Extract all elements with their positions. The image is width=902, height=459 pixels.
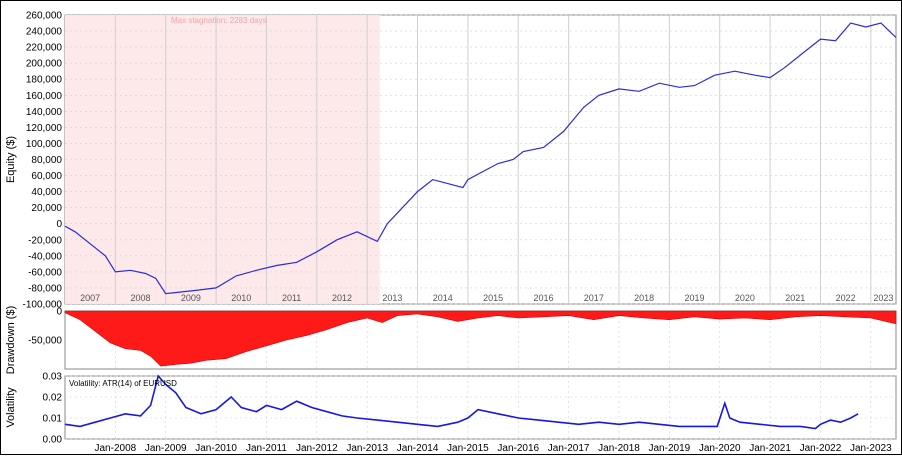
equity-y-tick-label: -20,000 [28, 235, 62, 246]
equity-y-tick-label: 220,000 [26, 43, 63, 54]
year-label: 2013 [382, 293, 402, 303]
drawdown-y-tick-label: 0 [56, 307, 62, 318]
equity-y-axis-label: Equity ($) [5, 136, 17, 183]
equity-y-tick-label: 20,000 [31, 203, 62, 214]
year-label: 2015 [483, 293, 503, 303]
year-label: 2021 [785, 293, 805, 303]
year-label: 2012 [332, 293, 352, 303]
x-month-tick-label: Jan-2010 [195, 443, 237, 454]
volatility-y-tick-label: 0.03 [43, 372, 63, 383]
drawdown-y-axis-label: Drawdown ($) [5, 306, 17, 374]
equity-y-tick-label: 260,000 [26, 11, 63, 22]
equity-y-tick-label: 120,000 [26, 123, 63, 134]
x-month-tick-label: Jan-2012 [296, 443, 338, 454]
equity-y-tick-label: 100,000 [26, 139, 63, 150]
x-month-tick-label: Jan-2014 [397, 443, 439, 454]
x-month-tick-label: Jan-2020 [699, 443, 741, 454]
volatility-legend: Volatility: ATR(14) of EURUSD [69, 379, 177, 388]
drawdown-area [64, 310, 897, 367]
year-label: 2008 [131, 293, 151, 303]
year-label: 2022 [836, 293, 856, 303]
volatility-panel: 0.03 0.02 0.01 0.00 Volatility: ATR(14) of E… [5, 372, 897, 454]
equity-y-tick-label: 200,000 [26, 59, 63, 70]
equity-y-tick-label: 60,000 [31, 171, 62, 182]
x-month-tick-label: Jan-2019 [649, 443, 691, 454]
volatility-y-tick-label: 0.02 [43, 393, 63, 404]
x-month-tick-label: Jan-2018 [598, 443, 640, 454]
year-label: 2016 [533, 293, 553, 303]
year-label: 2019 [685, 293, 705, 303]
x-month-tick-label: Jan-2008 [95, 443, 137, 454]
x-month-tick-label: Jan-2016 [497, 443, 539, 454]
x-month-tick-label: Jan-2011 [246, 443, 287, 454]
equity-y-tick-label: 240,000 [26, 27, 63, 38]
equity-y-tick-label: -60,000 [28, 267, 62, 278]
equity-y-tick-label: 40,000 [31, 187, 62, 198]
x-month-tick-label: Jan-2021 [749, 443, 791, 454]
year-label: 2014 [433, 293, 453, 303]
equity-y-tick-label: 80,000 [31, 155, 62, 166]
equity-line [64, 22, 897, 295]
equity-y-tick-label: 0 [56, 219, 62, 230]
equity-y-tick-label: 140,000 [26, 107, 63, 118]
volatility-plot-area [64, 375, 897, 440]
volatility-y-axis-label: Volatility [5, 387, 17, 428]
volatility-y-tick-label: 0.00 [43, 435, 63, 446]
x-month-tick-label: Jan-2017 [548, 443, 590, 454]
year-label: 2011 [282, 293, 301, 303]
stagnation-annotation: Max stagnation: 2283 days [171, 16, 267, 25]
equity-y-tick-label: -100,000 [23, 300, 63, 311]
x-month-tick-label: Jan-2009 [145, 443, 187, 454]
equity-panel: 2007 2008 2009 2010 2011 2012 2013 2014 2015 2016… [5, 11, 897, 311]
drawdown-panel: 0 -50,000 Drawdown ($) [5, 306, 897, 374]
equity-y-tick-label: -80,000 [28, 283, 62, 294]
x-month-tick-label: Jan-2013 [346, 443, 388, 454]
x-month-tick-label: Jan-2022 [800, 443, 842, 454]
x-month-tick-label: Jan-2023 [850, 443, 892, 454]
year-label: 2018 [634, 293, 654, 303]
year-label: 2023 [873, 293, 893, 303]
volatility-y-tick-label: 0.01 [43, 414, 63, 425]
volatility-line [64, 374, 859, 430]
year-label: 2020 [735, 293, 755, 303]
x-month-tick-label: Jan-2015 [447, 443, 489, 454]
equity-y-tick-label: 180,000 [26, 75, 63, 86]
stagnation-region [65, 15, 380, 304]
year-label: 2010 [231, 293, 251, 303]
year-label: 2009 [181, 293, 201, 303]
year-label: 2007 [80, 293, 100, 303]
equity-y-tick-label: -40,000 [28, 251, 62, 262]
equity-y-tick-label: 160,000 [26, 91, 63, 102]
year-label: 2017 [584, 293, 604, 303]
drawdown-y-tick-label: -50,000 [28, 336, 62, 347]
